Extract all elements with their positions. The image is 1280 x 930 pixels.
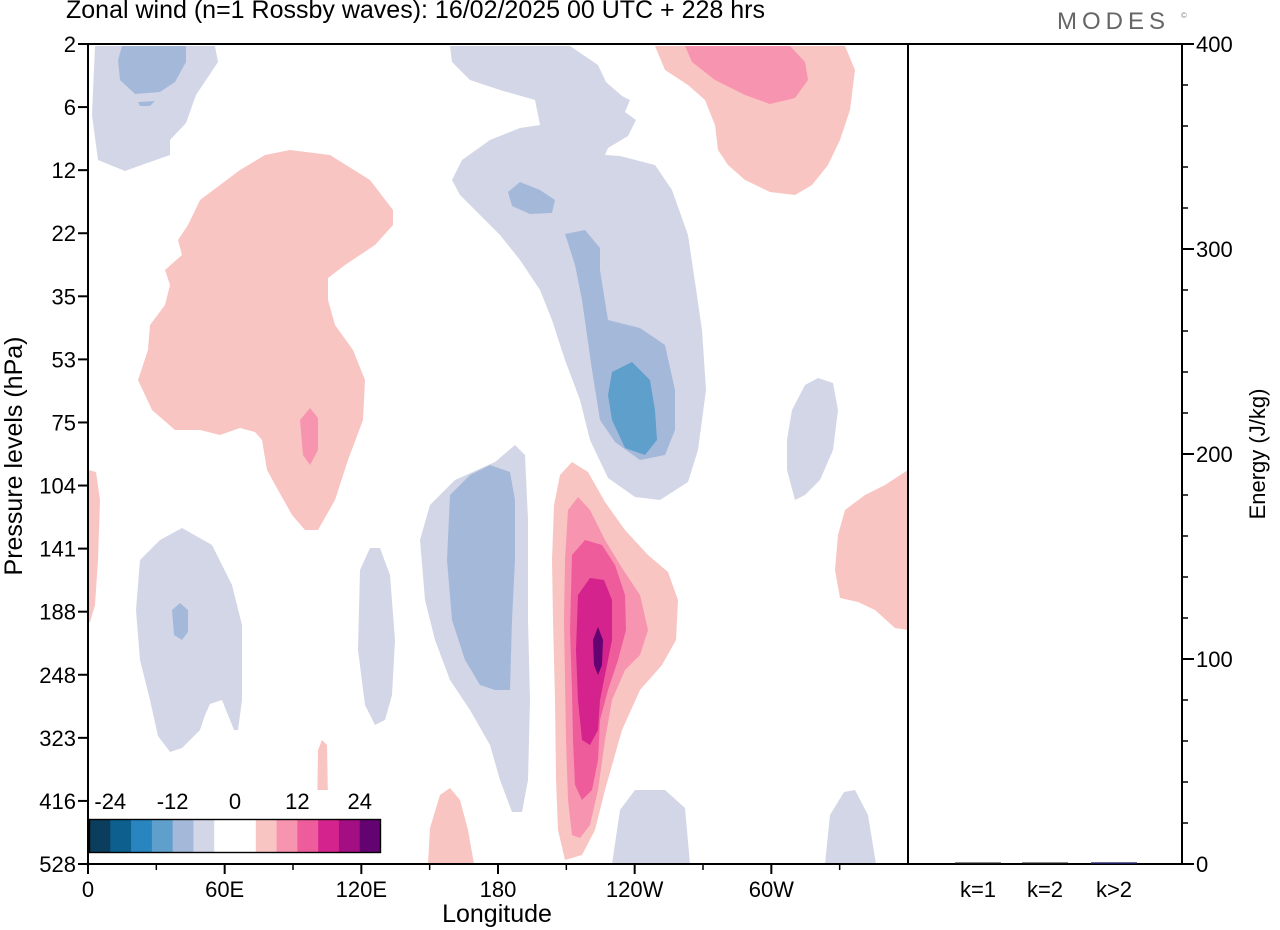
y-tick-label: 141 (39, 537, 76, 562)
positive-anomaly-region (88, 470, 100, 622)
copyright-mark: © (1181, 11, 1187, 20)
y-tick-label: 248 (39, 663, 76, 688)
negative-anomaly-region (787, 378, 838, 500)
negative-anomaly-region (136, 528, 242, 752)
y-tick-label: 12 (52, 158, 76, 183)
colorbar-swatch (193, 819, 215, 853)
x-tick-label: 60W (749, 877, 794, 902)
energy-axis-label: Energy (J/kg) (1245, 389, 1270, 520)
energy-category-label: k=1 (960, 877, 996, 902)
colorbar-swatch (276, 819, 298, 853)
negative-anomaly-region (612, 790, 690, 864)
y-tick-label: 22 (52, 221, 76, 246)
colorbar-swatch (151, 819, 174, 853)
modes-logo: MODES (1057, 8, 1171, 35)
colorbar-label: 0 (229, 789, 241, 814)
y-axis: 2 6 12 22 35 53 75 104 141 188 248 323 416 528 (39, 32, 88, 877)
y-tick-label: 2 (64, 32, 76, 57)
colorbar-swatch (338, 819, 361, 853)
x-tick-label: 120W (606, 877, 664, 902)
colorbar-swatch (172, 819, 194, 853)
colorbar-label: 12 (285, 789, 309, 814)
y-tick-label: 53 (52, 347, 76, 372)
y-tick-label: 104 (39, 474, 76, 499)
y-tick-label: 416 (39, 789, 76, 814)
colorbar-swatch (214, 819, 236, 853)
negative-anomaly-region (447, 465, 515, 690)
negative-anomaly-region (138, 101, 155, 106)
colorbar-label: -12 (157, 789, 189, 814)
energy-categories: k=1 k=2 k>2 (960, 877, 1132, 902)
energy-tick-label: 0 (1196, 852, 1208, 877)
x-tick-label: 0 (82, 877, 94, 902)
x-axis-label: Longitude (442, 900, 552, 928)
energy-tick-label: 400 (1196, 32, 1233, 57)
energy-bar (1091, 862, 1137, 864)
colorbar-legend: -24 -12 0 12 24 (88, 789, 382, 864)
colorbar-label: 24 (347, 789, 371, 814)
contour-fields (88, 46, 908, 864)
colorbar-swatch (255, 819, 277, 853)
negative-anomaly-region (172, 603, 188, 640)
positive-anomaly-region (835, 470, 908, 630)
colorbar-swatch (235, 819, 257, 853)
negative-anomaly-region (118, 46, 186, 94)
x-tick-label: 60E (205, 877, 244, 902)
y-tick-label: 528 (39, 852, 76, 877)
colorbar-label: -24 (94, 789, 126, 814)
positive-anomaly-region (138, 150, 393, 530)
x-tick-label: 180 (480, 877, 517, 902)
energy-tick-label: 200 (1196, 442, 1233, 467)
positive-anomaly-region (593, 627, 603, 675)
colorbar-swatch (131, 819, 153, 853)
y-tick-label: 188 (39, 600, 76, 625)
y-tick-label: 6 (64, 95, 76, 120)
positive-anomaly-region (300, 408, 318, 465)
negative-anomaly-region (825, 790, 876, 864)
colorbar-labels: -24 -12 0 12 24 (94, 789, 372, 814)
y-tick-label: 323 (39, 726, 76, 751)
positive-anomaly-region (428, 788, 474, 864)
energy-bar (1022, 862, 1068, 864)
x-axis: 0 60E 120E 180 120W 60W (82, 864, 841, 902)
energy-axis: 0 100 200 300 400 (1182, 32, 1233, 877)
energy-tick-label: 300 (1196, 237, 1233, 262)
positive-anomaly-region (685, 46, 808, 104)
contour-panel: -24 -12 0 12 24 0 60E 120E 180 120W 60W 2 6 12 22 35 5… (0, 32, 909, 928)
colorbar-frame (88, 818, 382, 854)
energy-panel: 0 100 200 300 400 k=1 k=2 k>2 Energy (J/kg) (908, 32, 1270, 902)
energy-category-label: k=2 (1027, 877, 1063, 902)
negative-anomaly-region (608, 362, 657, 455)
colorbar-swatch (318, 819, 340, 853)
negative-anomaly-region (508, 182, 555, 214)
colorbar-swatch (110, 819, 132, 853)
energy-bars (955, 862, 1137, 864)
energy-category-label: k>2 (1096, 877, 1132, 902)
colorbar-swatch (297, 819, 319, 853)
negative-anomaly-region (358, 548, 395, 725)
y-axis-label: Pressure levels (hPa) (0, 337, 28, 576)
colorbar-swatch (359, 819, 381, 853)
y-tick-label: 75 (52, 410, 76, 435)
colorbar-swatches (89, 819, 381, 853)
chart-title: Zonal wind (n=1 Rossby waves): 16/02/202… (66, 0, 765, 24)
x-tick-label: 120E (336, 877, 387, 902)
energy-bar (955, 862, 1001, 864)
colorbar-swatch (89, 819, 111, 853)
energy-tick-label: 100 (1196, 647, 1233, 672)
y-tick-label: 35 (52, 284, 76, 309)
